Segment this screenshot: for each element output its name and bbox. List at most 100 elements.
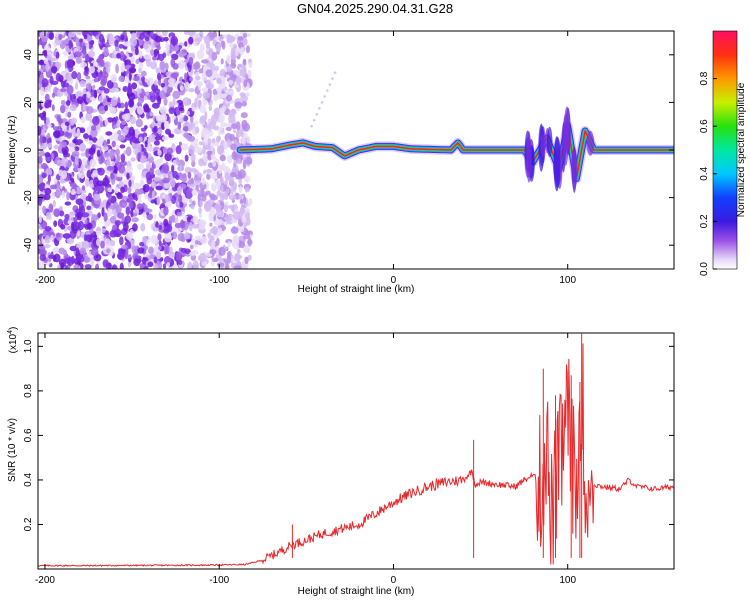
noise-blob xyxy=(119,144,126,149)
noise-blob xyxy=(246,135,251,144)
noise-blob xyxy=(126,172,130,180)
noise-blob xyxy=(239,198,244,205)
noise-blob xyxy=(184,154,189,162)
noise-blob xyxy=(53,220,58,227)
noise-blob xyxy=(127,186,132,195)
noise-blob xyxy=(206,83,215,90)
noise-blob xyxy=(98,54,103,63)
noise-blob xyxy=(189,76,194,82)
noise-blob xyxy=(227,154,233,164)
noise-blob xyxy=(109,134,115,141)
y-tick-label: 0 xyxy=(23,147,34,153)
colorbar-tick-label: 0.4 xyxy=(699,166,710,180)
noise-blob xyxy=(131,245,138,254)
noise-blob xyxy=(130,116,136,125)
noise-blob xyxy=(38,155,43,164)
noise-blob xyxy=(123,221,129,232)
noise-blob xyxy=(71,150,80,158)
noise-blob xyxy=(239,68,247,77)
noise-blob xyxy=(85,83,89,90)
noise-blob xyxy=(230,226,239,234)
noise-blob xyxy=(162,229,170,234)
noise-blob xyxy=(120,63,126,73)
noise-blob xyxy=(155,185,163,191)
noise-blob xyxy=(132,75,140,82)
noise-blob xyxy=(90,247,99,256)
noise-blob xyxy=(143,42,149,50)
noise-blob xyxy=(88,140,94,145)
noise-blob xyxy=(150,49,155,57)
noise-blob xyxy=(162,136,169,141)
noise-blob xyxy=(155,221,159,228)
noise-blob xyxy=(223,141,228,150)
noise-blob xyxy=(153,88,161,95)
noise-blob xyxy=(206,173,211,180)
noise-blob xyxy=(166,147,174,155)
noise-blob xyxy=(183,232,191,240)
noise-blob xyxy=(235,164,239,173)
noise-blob xyxy=(240,130,244,138)
noise-blob xyxy=(101,145,109,152)
noise-blob xyxy=(234,252,241,262)
y-tick-label: 1.0 xyxy=(23,339,34,353)
noise-blob xyxy=(182,126,189,132)
noise-blob xyxy=(142,183,150,193)
noise-blob xyxy=(51,104,55,112)
noise-blob xyxy=(43,193,51,201)
noise-blob xyxy=(218,113,225,124)
noise-blob xyxy=(150,181,157,189)
spectrogram-noise-field xyxy=(38,31,253,269)
noise-blob xyxy=(101,207,105,217)
noise-blob xyxy=(99,61,105,67)
noise-blob xyxy=(65,99,71,106)
noise-blob xyxy=(74,155,79,166)
noise-blob xyxy=(218,246,226,257)
noise-blob xyxy=(109,216,117,224)
noise-blob xyxy=(209,194,216,201)
noise-blob xyxy=(135,58,140,65)
noise-blob xyxy=(243,58,247,64)
noise-blob xyxy=(157,233,162,241)
noise-blob xyxy=(187,171,192,179)
snr-x-label: Height of straight line (km) xyxy=(298,586,415,597)
noise-blob xyxy=(180,143,189,151)
noise-blob xyxy=(153,50,158,57)
noise-blob xyxy=(196,49,205,60)
y-tick-label: 0.8 xyxy=(23,384,34,398)
noise-blob xyxy=(128,179,132,188)
noise-blob xyxy=(164,92,171,97)
noise-blob xyxy=(68,31,77,38)
noise-blob xyxy=(69,104,78,112)
noise-blob xyxy=(188,36,194,45)
noise-blob xyxy=(115,204,122,214)
noise-blob xyxy=(151,190,156,200)
noise-blob xyxy=(61,145,69,156)
noise-blob xyxy=(186,110,190,116)
spectrogram-y-ticks: -40 -20 0 20 40 xyxy=(23,49,674,252)
noise-blob xyxy=(203,66,211,71)
noise-blob xyxy=(39,134,43,144)
noise-blob xyxy=(117,102,122,109)
noise-blob xyxy=(45,168,53,177)
noise-blob xyxy=(106,117,114,123)
noise-blob xyxy=(76,128,81,138)
noise-blob xyxy=(192,223,199,229)
noise-blob xyxy=(84,264,92,269)
snr-frame xyxy=(37,332,675,570)
noise-blob xyxy=(212,161,217,167)
turbulence-blob xyxy=(546,126,553,157)
noise-blob xyxy=(46,54,53,61)
noise-blob xyxy=(90,258,95,267)
noise-blob xyxy=(115,63,119,74)
noise-blob xyxy=(187,31,196,37)
noise-blob xyxy=(38,112,47,119)
noise-blob xyxy=(83,233,87,242)
noise-blob xyxy=(205,145,213,151)
noise-blob xyxy=(214,180,222,187)
noise-blob xyxy=(138,67,142,73)
noise-blob xyxy=(79,80,86,88)
faint-streak-dot xyxy=(310,124,313,128)
noise-blob xyxy=(226,254,231,265)
noise-blob xyxy=(246,217,251,226)
noise-blob xyxy=(98,155,104,165)
